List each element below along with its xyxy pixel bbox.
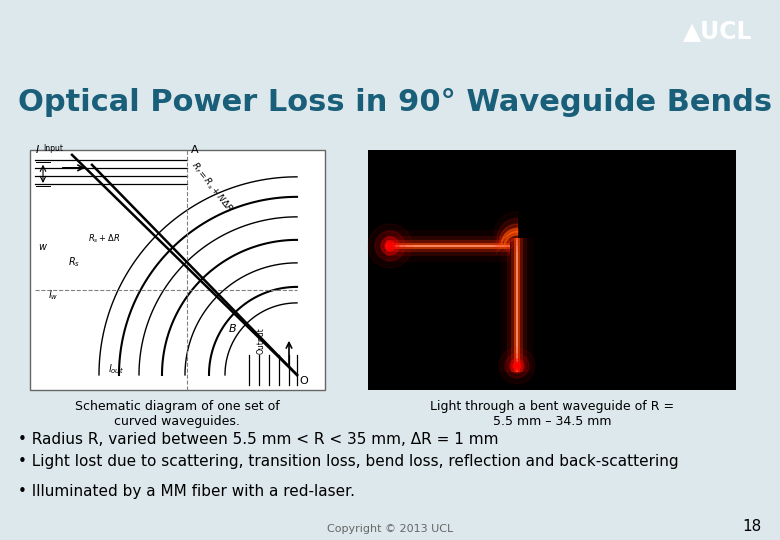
Text: Output: Output [257,327,266,354]
Text: • Light lost due to scattering, transition loss, bend loss, reflection and back-: • Light lost due to scattering, transiti… [18,454,679,469]
Bar [514,238,520,372]
Text: $R_s$: $R_s$ [68,255,80,269]
Text: ▲UCL: ▲UCL [683,19,753,43]
Circle shape [381,237,399,255]
Bar [507,238,527,372]
Bar [30,150,325,390]
Text: O: O [299,376,308,386]
Bar [368,150,736,390]
Bar [386,236,510,256]
Circle shape [510,359,524,373]
Circle shape [499,348,535,384]
Text: $R_f = R_s + N\Delta R$: $R_f = R_s + N\Delta R$ [188,160,236,215]
Circle shape [368,224,412,268]
Text: B: B [229,324,236,334]
Text: Copyright © 2013 UCL: Copyright © 2013 UCL [327,524,453,534]
Bar [386,230,510,262]
Text: A: A [191,145,199,155]
Text: Schematic diagram of one set of
curved waveguides.: Schematic diagram of one set of curved w… [75,400,279,428]
Text: $l_w$: $l_w$ [48,288,58,302]
Circle shape [515,364,519,368]
Bar [501,238,533,372]
Circle shape [505,354,529,378]
Text: $R_s + \Delta R$: $R_s + \Delta R$ [88,233,120,245]
Text: I: I [36,145,39,155]
Circle shape [513,362,521,370]
Text: • Illuminated by a MM fiber with a red-laser.: • Illuminated by a MM fiber with a red-l… [18,484,355,499]
Bar [386,243,510,249]
Text: • Radius R, varied between 5.5 mm < R < 35 mm, ΔR = 1 mm: • Radius R, varied between 5.5 mm < R < … [18,432,498,447]
Bar [516,238,518,372]
Bar [386,240,510,252]
Text: Input: Input [43,144,63,153]
Bar [386,245,510,247]
Circle shape [375,231,405,261]
Bar [511,238,523,372]
Circle shape [388,244,392,248]
Text: Light through a bent waveguide of R =
5.5 mm – 34.5 mm: Light through a bent waveguide of R = 5.… [430,400,674,428]
Circle shape [385,241,395,251]
Text: $l_{out}$: $l_{out}$ [108,362,124,376]
Text: w: w [38,242,46,252]
Text: 18: 18 [743,519,762,534]
Text: Optical Power Loss in 90° Waveguide Bends: Optical Power Loss in 90° Waveguide Bend… [18,88,772,117]
